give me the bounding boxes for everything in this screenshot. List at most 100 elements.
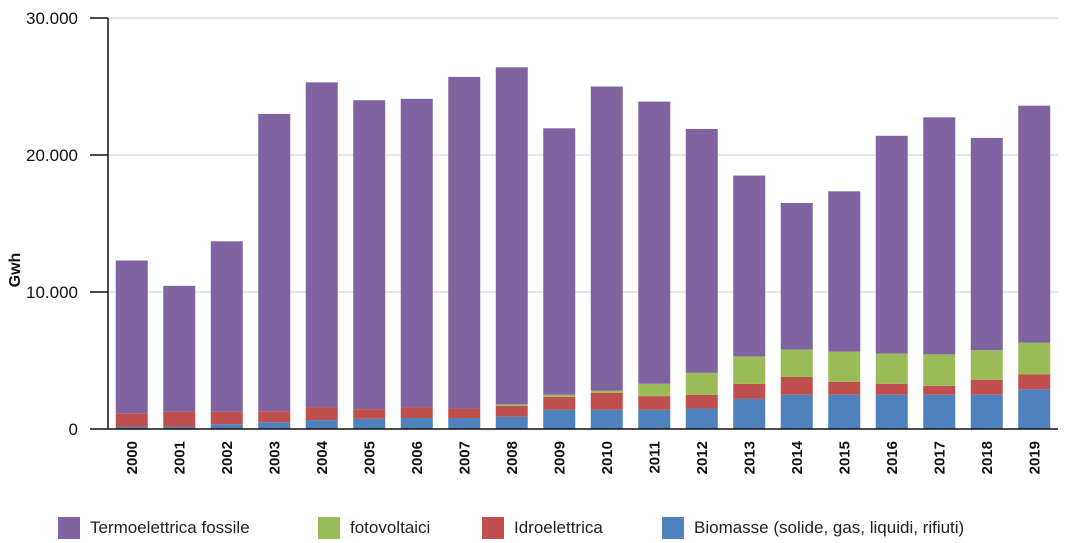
- x-tick-label: 2010: [599, 441, 616, 474]
- x-tick-label: 2014: [789, 440, 806, 474]
- bar-segment-2001: [163, 285, 196, 412]
- bar-segment-2011: [638, 383, 671, 397]
- bar-segment-2010: [590, 409, 623, 429]
- bar-segment-2012: [685, 394, 718, 409]
- bar-segment-2017: [923, 354, 956, 386]
- x-tick-label: 2015: [836, 441, 853, 474]
- bar-segment-2005: [353, 409, 386, 419]
- x-tick-label: 2013: [741, 441, 758, 474]
- bar-segment-2009: [543, 128, 576, 395]
- bar-segment-2009: [543, 409, 576, 429]
- legend-swatch: [662, 517, 684, 539]
- bar-segment-2003: [258, 113, 291, 412]
- x-tick-label: 2004: [314, 440, 331, 474]
- bar-segment-2015: [828, 394, 861, 429]
- legend-label: Termoelettrica fossile: [90, 518, 250, 537]
- x-tick-label: 2016: [884, 441, 901, 474]
- bar-segment-2015: [828, 381, 861, 395]
- bar-segment-2003: [258, 411, 291, 423]
- chart-legend: Termoelettrica fossile fotovoltaici Idroel…: [0, 515, 1070, 543]
- bar-segment-2017: [923, 385, 956, 395]
- legend-item: fotovoltaici: [318, 517, 430, 539]
- x-axis-ticks: 2000 2001 2002 2003 2004 2005 2006 2007 2008 2009…: [124, 440, 1044, 474]
- bar-segment-2011: [638, 396, 671, 410]
- bar-segment-2004: [305, 82, 338, 408]
- y-axis-ticks: 0 10.000 20.000 30.000: [26, 9, 108, 439]
- bar-segment-2019: [1018, 374, 1051, 390]
- bar-segment-2003: [258, 422, 291, 429]
- x-tick-label: 2000: [124, 441, 141, 474]
- bar-segment-2006: [400, 418, 433, 429]
- bar-segment-2008: [495, 405, 528, 417]
- y-tick-label: 20.000: [26, 146, 78, 165]
- x-tick-label: 2012: [694, 441, 711, 474]
- bar-segment-2012: [685, 128, 718, 373]
- bar-segment-2000: [115, 413, 148, 427]
- bar-segment-2018: [970, 137, 1003, 351]
- bar-segment-2004: [305, 407, 338, 421]
- bar-segment-2019: [1018, 342, 1051, 375]
- bar-segment-2007: [448, 408, 481, 419]
- bar-segment-2000: [115, 426, 148, 429]
- bar-segment-2015: [828, 351, 861, 382]
- x-tick-label: 2002: [219, 441, 236, 474]
- bar-segment-2013: [733, 398, 766, 429]
- legend-label: Biomasse (solide, gas, liquidi, rifiuti): [694, 518, 965, 537]
- bar-segment-2012: [685, 408, 718, 429]
- x-tick-label: 2006: [409, 441, 426, 474]
- bar-segment-2010: [590, 390, 623, 393]
- bar-segment-2014: [780, 394, 813, 429]
- x-tick-label: 2018: [979, 441, 996, 474]
- bar-segment-2010: [590, 86, 623, 391]
- bar-segment-2016: [875, 383, 908, 395]
- bar-segment-2010: [590, 392, 623, 410]
- legend-swatch: [58, 517, 80, 539]
- bar-segment-2017: [923, 117, 956, 355]
- legend-item: Idroelettrica: [482, 517, 603, 539]
- bar-segment-2000: [115, 260, 148, 414]
- bar-segment-2018: [970, 394, 1003, 429]
- stacked-bar-chart: 0 10.000 20.000 30.000 2000 2001 2002 2003 2004…: [7, 9, 1058, 474]
- legend-swatch: [482, 517, 504, 539]
- x-tick-label: 2017: [931, 441, 948, 474]
- bar-segment-2008: [495, 416, 528, 429]
- bar-segment-2007: [448, 76, 481, 409]
- bar-segment-2019: [1018, 105, 1051, 343]
- bar-segment-2014: [780, 202, 813, 350]
- bar-segment-2001: [163, 426, 196, 429]
- legend-label: fotovoltaici: [350, 518, 431, 537]
- bar-segment-2011: [638, 409, 671, 429]
- bar-segment-2016: [875, 353, 908, 384]
- bar-segment-2015: [828, 191, 861, 352]
- x-tick-label: 2019: [1026, 441, 1043, 474]
- y-tick-label: 30.000: [26, 9, 78, 28]
- legend-label: Idroelettrica: [514, 518, 603, 537]
- bar-segment-2019: [1018, 389, 1051, 429]
- bar-segment-2006: [400, 98, 433, 408]
- bar-segment-2007: [448, 418, 481, 429]
- bar-segment-2018: [970, 350, 1003, 380]
- bar-segment-2008: [495, 67, 528, 405]
- bar-segment-2006: [400, 407, 433, 419]
- bar-segment-2001: [163, 411, 196, 427]
- x-tick-label: 2007: [456, 441, 473, 474]
- bar-segment-2013: [733, 175, 766, 357]
- bar-segment-2017: [923, 394, 956, 429]
- bar-segment-2013: [733, 383, 766, 399]
- bar-segment-2016: [875, 394, 908, 429]
- bar-segment-2011: [638, 101, 671, 384]
- bar-segment-2002: [210, 424, 243, 429]
- y-tick-label: 10.000: [26, 283, 78, 302]
- bar-segment-2005: [353, 100, 386, 410]
- bar-segment-2009: [543, 396, 576, 410]
- bar-segment-2018: [970, 379, 1003, 395]
- bar-segment-2009: [543, 394, 576, 397]
- legend-item: Biomasse (solide, gas, liquidi, rifiuti): [662, 517, 964, 539]
- x-tick-label: 2011: [646, 441, 663, 474]
- x-tick-label: 2008: [504, 441, 521, 474]
- bar-segment-2016: [875, 135, 908, 354]
- bar-segment-2008: [495, 404, 528, 406]
- y-axis-label: Gwh: [7, 253, 24, 288]
- legend-item: Termoelettrica fossile: [58, 517, 250, 539]
- bar-segment-2014: [780, 376, 813, 395]
